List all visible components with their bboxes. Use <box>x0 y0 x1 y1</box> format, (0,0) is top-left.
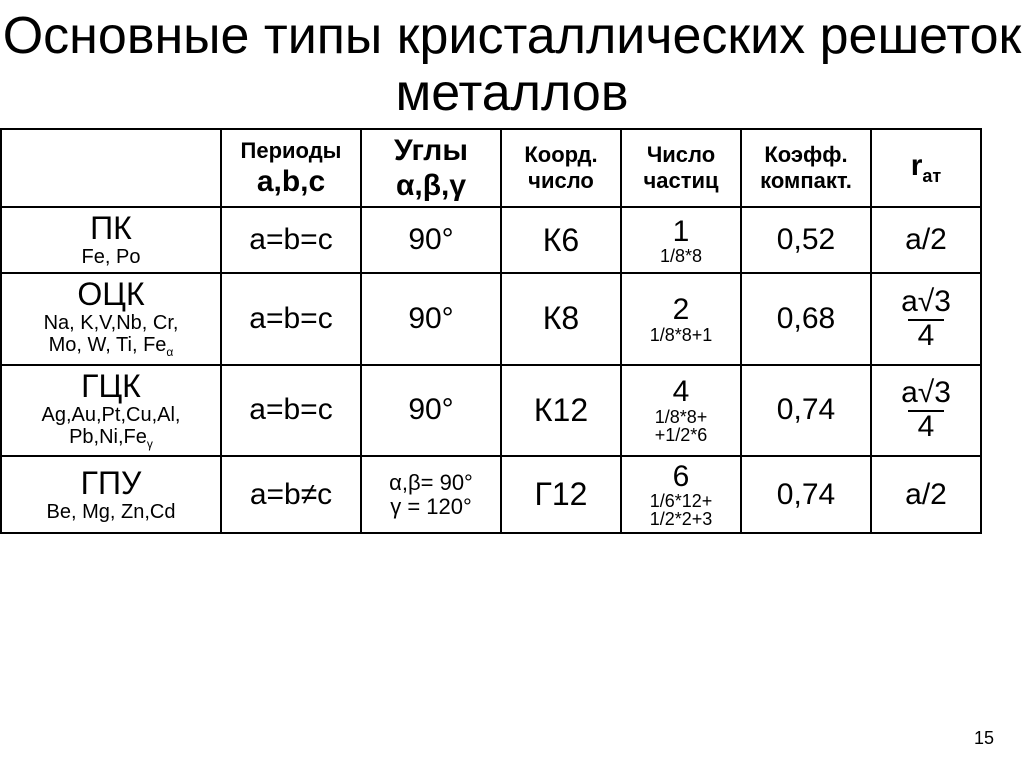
table-row: ПК Fe, Po a=b=c 90° К6 1 1/8*8 0,52 a/2 <box>1 207 981 273</box>
cell-coord: К12 <box>501 365 621 456</box>
row-label-sub: Na, K,V,Nb, Cr,Mo, W, Ti, Feα <box>44 312 179 359</box>
cell-particles: 6 1/6*12+1/2*2+3 <box>621 456 741 534</box>
particles-sub: 1/8*8 <box>660 247 702 265</box>
cell-coord: К8 <box>501 273 621 364</box>
rat-num: a√3 <box>901 378 951 408</box>
cell-particles: 4 1/8*8++1/2*6 <box>621 365 741 456</box>
rat-den: 4 <box>908 319 945 351</box>
cell-angles: α,β= 90° γ = 120° <box>361 456 501 534</box>
table-row: ГЦК Ag,Au,Pt,Cu,Al,Pb,Ni,Feγ a=b=c 90° К… <box>1 365 981 456</box>
header-top: Коэфф. <box>764 143 847 167</box>
header-angles: Углы α,β,γ <box>361 129 501 207</box>
cell-coord: Г12 <box>501 456 621 534</box>
particles-main: 6 <box>673 461 690 493</box>
header-bot: a,b,c <box>257 165 325 198</box>
particles-sub: 1/6*12+1/2*2+3 <box>650 492 713 528</box>
header-periods: Периоды a,b,c <box>221 129 361 207</box>
header-top: Число <box>647 143 715 167</box>
header-top: Периоды <box>241 139 342 163</box>
header-top: Углы <box>394 134 468 167</box>
row-label: ОЦК Na, K,V,Nb, Cr,Mo, W, Ti, Feα <box>1 273 221 364</box>
particles-sub: 1/8*8+1 <box>650 326 713 344</box>
lattice-table: Периоды a,b,c Углы α,β,γ Коорд. число Чи… <box>0 128 982 534</box>
cell-angles: 90° <box>361 207 501 273</box>
cell-rat: a√3 4 <box>871 365 981 456</box>
header-compact: Коэфф. компакт. <box>741 129 871 207</box>
header-bot: α,β,γ <box>396 169 466 202</box>
header-particles: Число частиц <box>621 129 741 207</box>
cell-periods: a=b=c <box>221 365 361 456</box>
angles-sub: γ = 120° <box>390 495 472 518</box>
cell-compact: 0,68 <box>741 273 871 364</box>
row-label-sub: Ag,Au,Pt,Cu,Al,Pb,Ni,Feγ <box>42 404 181 451</box>
row-label-main: ПК <box>90 212 132 244</box>
cell-periods: a=b=c <box>221 273 361 364</box>
cell-compact: 0,74 <box>741 456 871 534</box>
cell-rat: a/2 <box>871 456 981 534</box>
header-top: Коорд. <box>524 143 597 167</box>
cell-angles: 90° <box>361 365 501 456</box>
page-number: 15 <box>974 728 994 749</box>
angles-main: α,β= 90° <box>389 471 473 494</box>
cell-periods: a=b=c <box>221 207 361 273</box>
particles-main: 4 <box>673 376 690 408</box>
particles-main: 2 <box>673 294 690 326</box>
row-label: ГЦК Ag,Au,Pt,Cu,Al,Pb,Ni,Feγ <box>1 365 221 456</box>
header-rat: rат <box>871 129 981 207</box>
particles-sub: 1/8*8++1/2*6 <box>655 408 708 444</box>
cell-particles: 2 1/8*8+1 <box>621 273 741 364</box>
cell-particles: 1 1/8*8 <box>621 207 741 273</box>
cell-compact: 0,74 <box>741 365 871 456</box>
row-label: ГПУ Be, Mg, Zn,Cd <box>1 456 221 534</box>
row-label-main: ГЦК <box>81 370 141 402</box>
header-bot: число <box>528 169 594 193</box>
table-header-row: Периоды a,b,c Углы α,β,γ Коорд. число Чи… <box>1 129 981 207</box>
cell-compact: 0,52 <box>741 207 871 273</box>
row-label: ПК Fe, Po <box>1 207 221 273</box>
table-row: ОЦК Na, K,V,Nb, Cr,Mo, W, Ti, Feα a=b=c … <box>1 273 981 364</box>
particles-main: 1 <box>673 216 690 248</box>
table-row: ГПУ Be, Mg, Zn,Cd a=b≠c α,β= 90° γ = 120… <box>1 456 981 534</box>
rat-den: 4 <box>908 410 945 442</box>
header-bot: компакт. <box>760 169 852 193</box>
rat-num: a√3 <box>901 287 951 317</box>
row-label-main: ГПУ <box>81 467 142 499</box>
header-empty <box>1 129 221 207</box>
cell-rat: a/2 <box>871 207 981 273</box>
header-bot: частиц <box>643 169 718 193</box>
row-label-sub: Fe, Po <box>82 246 141 268</box>
row-label-main: ОЦК <box>77 278 144 310</box>
page-title: Основные типы кристаллических решеток ме… <box>0 8 1024 122</box>
cell-coord: К6 <box>501 207 621 273</box>
header-coord: Коорд. число <box>501 129 621 207</box>
cell-periods: a=b≠c <box>221 456 361 534</box>
cell-rat: a√3 4 <box>871 273 981 364</box>
cell-angles: 90° <box>361 273 501 364</box>
row-label-sub: Be, Mg, Zn,Cd <box>47 501 176 523</box>
